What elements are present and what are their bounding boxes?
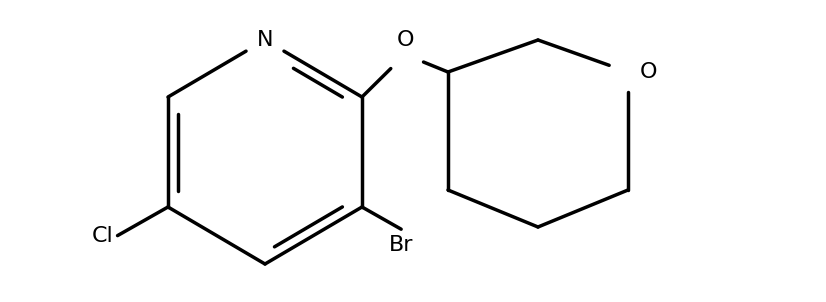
Text: Br: Br (389, 235, 413, 255)
Text: Cl: Cl (92, 226, 113, 246)
Text: O: O (396, 30, 414, 50)
Text: N: N (257, 30, 273, 50)
Text: O: O (640, 62, 657, 82)
